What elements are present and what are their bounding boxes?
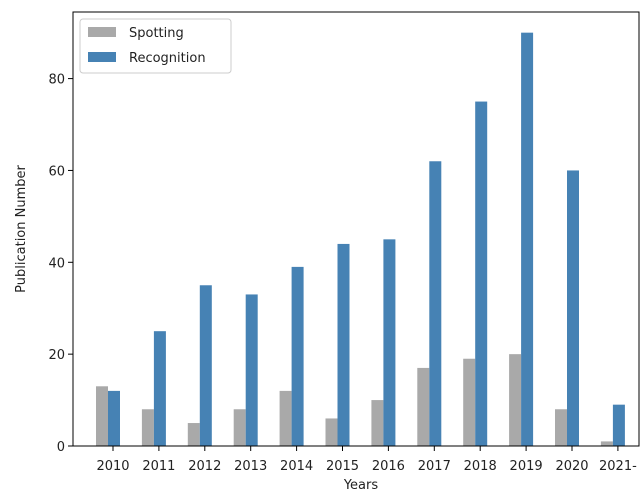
legend: Spotting Recognition [79,18,232,74]
x-axis-ticks: 2010 2011 2012 2013 2014 2015 2016 2017 2018 2019… [96,446,637,474]
bar-recognition-2016 [383,239,396,446]
x-tick-label: 2014 [280,459,313,474]
bar-spotting-2017 [417,367,430,446]
x-tick-label: 2017 [418,459,451,474]
x-tick-label: 2015 [326,459,359,474]
bar-recognition-2014 [291,266,304,446]
x-tick-label: 2013 [234,459,267,474]
bar-recognition-2018 [475,101,488,447]
y-tick-label: 60 [48,164,65,179]
x-tick-label: 2018 [464,459,497,474]
legend-frame [79,18,232,74]
legend-label-spotting: Spotting [129,26,184,41]
y-axis-ticks: 0 20 40 60 80 [48,73,73,455]
bar-spotting-2018 [463,358,476,446]
bar-spotting-2016 [371,400,384,446]
bar-recognition-2021 [612,404,625,446]
bar-spotting-2013 [233,409,246,446]
bar-recognition-2010 [108,390,120,446]
bar-recognition-2012 [199,285,212,446]
bar-spotting-2015 [325,418,338,446]
legend-swatch-recognition [88,52,116,62]
bar-spotting-2021 [600,441,613,446]
x-tick-label: 2016 [372,459,405,474]
x-tick-label: 2010 [96,459,129,474]
bar-spotting-2012 [187,423,200,446]
x-tick-label: 2021- [599,459,637,474]
legend-swatch-spotting [88,27,116,37]
x-tick-label: 2011 [142,459,175,474]
bar-spotting-2019 [509,354,522,446]
x-tick-label: 2019 [510,459,543,474]
bar-recognition-2017 [429,161,442,446]
bar-recognition-2019 [521,32,534,447]
bar-recognition-2013 [245,294,258,446]
x-tick-label: 2012 [188,459,221,474]
y-tick-label: 40 [48,256,65,271]
bar-recognition-2020 [567,170,579,446]
bar-recognition-2011 [153,331,166,446]
y-axis-label: Publication Number [14,165,29,293]
bar-spotting-2014 [279,390,292,446]
legend-label-recognition: Recognition [129,51,206,66]
x-tick-label: 2020 [555,459,588,474]
x-axis-label: Years [343,478,379,493]
y-tick-label: 0 [57,440,65,455]
y-tick-label: 80 [48,73,65,88]
y-tick-label: 20 [48,348,65,363]
plot-frame [72,11,640,447]
bars-group [96,32,625,447]
bar-spotting-2010 [96,386,108,446]
bar-spotting-2011 [141,409,154,446]
bar-recognition-2015 [337,243,350,446]
bar-spotting-2020 [555,409,567,446]
